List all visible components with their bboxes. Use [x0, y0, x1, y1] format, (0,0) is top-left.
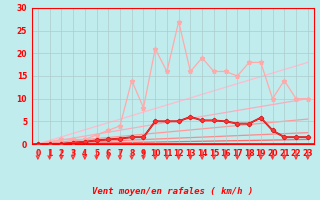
Text: Vent moyen/en rafales ( km/h ): Vent moyen/en rafales ( km/h ) [92, 187, 253, 196]
